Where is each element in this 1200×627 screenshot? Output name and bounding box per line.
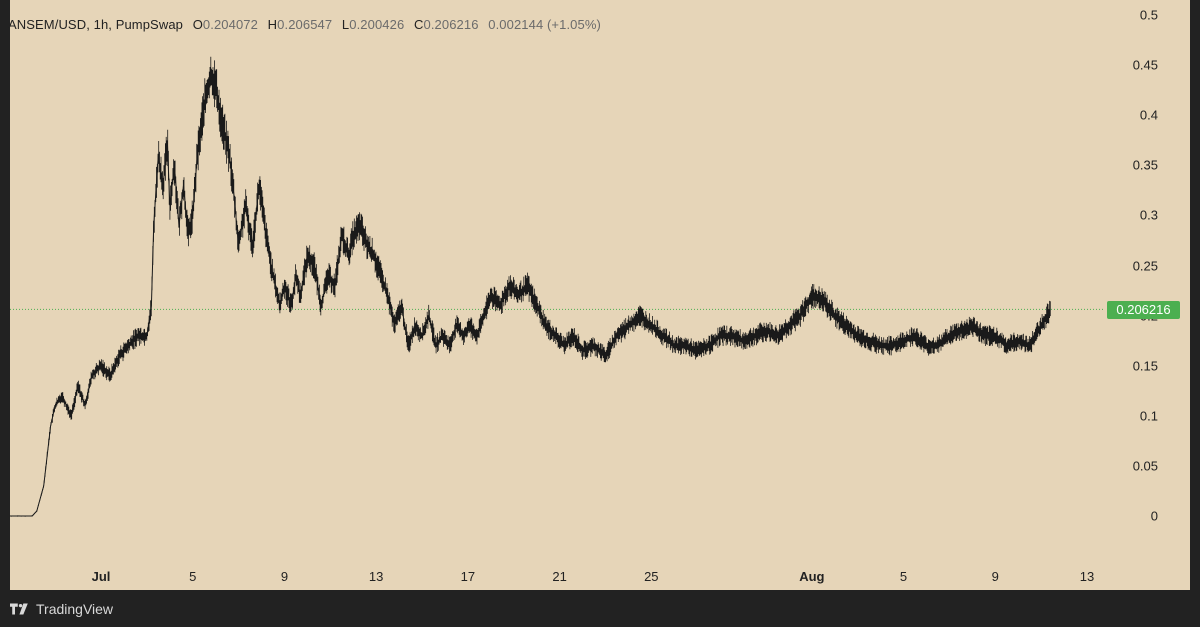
- x-tick-label: 13: [1079, 569, 1095, 584]
- change-value: 0.002144 (+1.05%): [488, 17, 601, 32]
- x-tick-label: 5: [899, 569, 908, 584]
- low-value: 0.200426: [349, 17, 405, 32]
- tradingview-logo-icon: [10, 603, 28, 615]
- x-tick-label: 9: [991, 569, 999, 584]
- candle-wicks: [9, 56, 1051, 517]
- close-value: 0.206216: [423, 17, 479, 32]
- footer: TradingView: [10, 599, 113, 619]
- high-key: H: [267, 17, 278, 32]
- y-tick-label: 0.15: [1132, 358, 1158, 374]
- y-tick-label: 0.4: [1139, 107, 1158, 123]
- y-tick-label: 0.05: [1132, 458, 1158, 474]
- x-tick-label: Aug: [799, 569, 825, 584]
- last-price-badge: 0.206216: [1107, 301, 1180, 319]
- y-tick-label: 0.3: [1139, 207, 1158, 223]
- x-tick-label: Jul: [91, 569, 111, 584]
- x-tick-label: 13: [368, 569, 384, 584]
- open-value: 0.204072: [202, 17, 258, 32]
- x-tick-label: 25: [644, 569, 659, 584]
- y-tick-label: 0.45: [1132, 57, 1158, 73]
- price-series: [9, 56, 1051, 517]
- close-key: C: [414, 17, 424, 32]
- x-tick-label: 5: [189, 569, 197, 584]
- symbol-header: ANSEM/USD, 1h, PumpSwap O0.204072 H0.206…: [8, 17, 601, 32]
- x-tick-label: 17: [460, 569, 476, 584]
- high-value: 0.206547: [277, 17, 333, 32]
- low-key: L: [341, 17, 350, 32]
- series-line: [10, 73, 1051, 517]
- x-tick-label: 21: [552, 569, 567, 584]
- open-key: O: [192, 17, 203, 32]
- x-tick-label: 9: [280, 569, 289, 584]
- price-plot[interactable]: [0, 0, 1200, 590]
- y-tick-label: 0.1: [1139, 408, 1158, 424]
- y-tick-label: 0.35: [1132, 157, 1158, 173]
- y-tick-label: 0.25: [1132, 258, 1158, 273]
- y-tick-label: 0.5: [1139, 7, 1158, 23]
- y-tick-label: 0: [1150, 508, 1158, 524]
- brand-label: TradingView: [36, 601, 114, 617]
- symbol-label: ANSEM/USD, 1h, PumpSwap: [8, 17, 183, 32]
